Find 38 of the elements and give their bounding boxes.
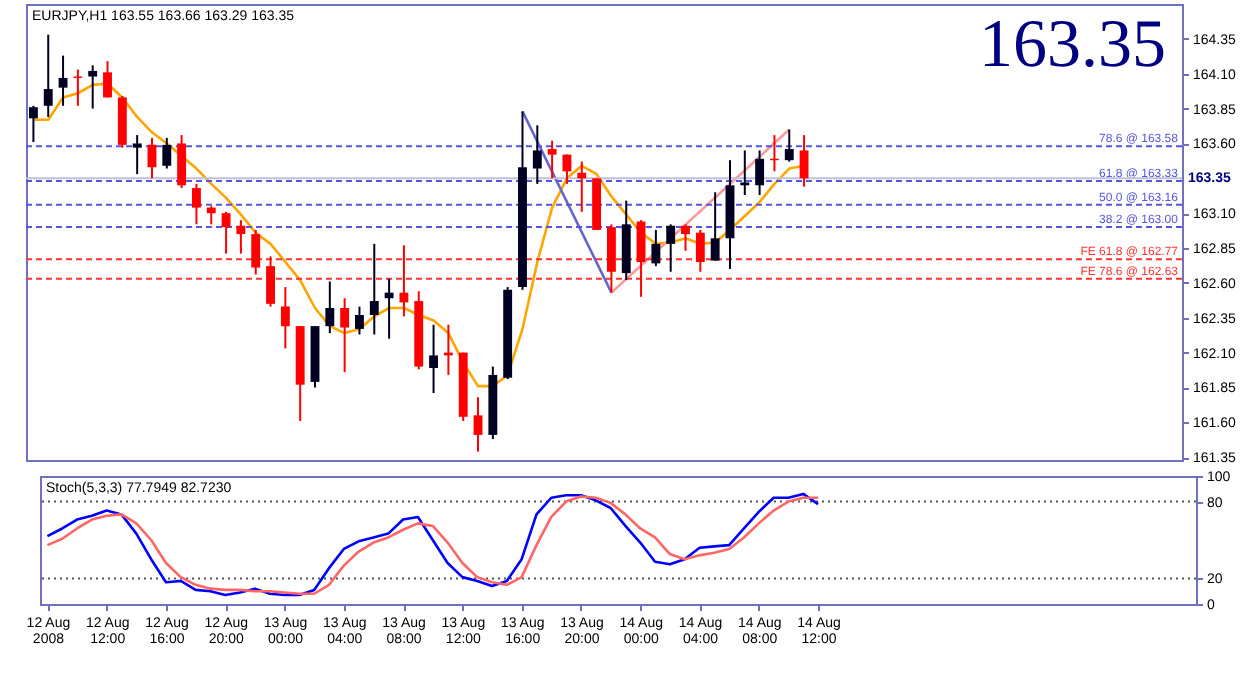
candlestick <box>681 223 690 252</box>
candlestick <box>355 305 364 336</box>
candlestick <box>191 182 201 226</box>
candlestick <box>280 286 290 350</box>
candlestick <box>606 223 616 294</box>
candlestick <box>221 210 231 255</box>
candlestick <box>132 134 142 176</box>
candlestick <box>162 136 172 170</box>
candlestick <box>740 149 750 197</box>
candlestick <box>103 60 112 99</box>
candlestick <box>429 323 439 395</box>
candlestick <box>266 255 275 308</box>
candlestick <box>58 54 68 107</box>
candlestick <box>799 134 809 188</box>
candlestick <box>651 228 661 268</box>
candlestick <box>473 396 483 453</box>
candlestick <box>43 33 53 118</box>
candlestick <box>710 191 720 262</box>
candlestick <box>577 160 587 213</box>
candlestick <box>251 228 261 276</box>
candlestick <box>369 242 379 336</box>
candlestick <box>399 244 409 318</box>
candlestick <box>340 297 350 374</box>
candlestick <box>325 280 335 335</box>
candlestick <box>784 128 794 163</box>
candlestick <box>236 219 246 255</box>
candlestick <box>206 205 216 226</box>
candlestick <box>177 134 187 190</box>
text: 163.35 <box>979 8 1166 82</box>
candlestick <box>695 228 705 273</box>
candlestick <box>532 124 542 185</box>
candlestick <box>117 95 127 149</box>
candlestick <box>88 64 98 110</box>
candlestick <box>666 223 676 273</box>
candlestick <box>28 104 38 144</box>
candlestick <box>384 277 394 340</box>
candlestick <box>755 149 765 197</box>
candlestick <box>547 139 557 180</box>
